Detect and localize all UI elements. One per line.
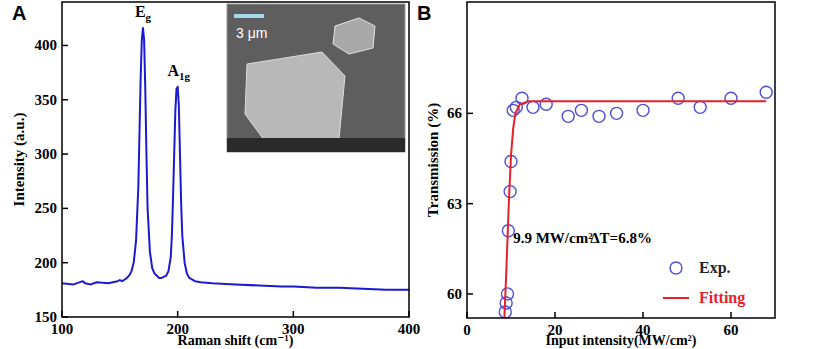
- peak-label-base: A: [168, 62, 180, 79]
- y-tick: [467, 203, 473, 205]
- y-axis-label: Intensity (a.u.): [11, 113, 28, 207]
- data-point: [637, 104, 649, 116]
- peak-label-sub: g: [146, 11, 152, 23]
- y-tick-label: 66: [447, 105, 463, 121]
- inset-image: [227, 4, 405, 152]
- peak-label-sub: 1g: [179, 70, 191, 82]
- y-tick-label: 200: [35, 255, 58, 271]
- data-point: [540, 98, 552, 110]
- peak-label-base: E: [135, 3, 146, 20]
- plot-frame: [62, 2, 409, 317]
- x-axis-label: Input intensity(MW/cm²): [546, 333, 697, 349]
- y-tick-label: 250: [35, 200, 58, 216]
- scale-bar: [234, 14, 264, 18]
- legend-label: Fitting: [699, 289, 745, 307]
- data-point: [611, 107, 623, 119]
- x-tick-label: 60: [724, 322, 739, 338]
- plot-area: [62, 28, 409, 290]
- peak-label: Eg: [135, 3, 152, 23]
- data-point: [501, 288, 513, 300]
- x-tick: [554, 312, 556, 318]
- x-tick-label: 400: [398, 321, 421, 337]
- y-tick-label: 63: [447, 196, 462, 212]
- figure: 3 μm100200300400150200250300350400Raman …: [0, 0, 829, 349]
- annotation: 9.9 MW/cm²: [513, 230, 593, 246]
- data-point: [575, 104, 587, 116]
- fit-line: [504, 101, 766, 318]
- panel-label: A: [12, 2, 26, 24]
- data-point: [694, 101, 706, 113]
- x-tick-label: 0: [463, 322, 471, 338]
- plot-frame: [467, 2, 775, 318]
- annotation: ΔT=6.8%: [590, 230, 652, 246]
- legend-label: Exp.: [699, 259, 731, 277]
- x-tick: [293, 311, 295, 317]
- plot-area: [499, 86, 772, 318]
- x-tick: [642, 312, 644, 318]
- scale-bar-label: 3 μm: [236, 25, 267, 41]
- inset-flake: [245, 52, 345, 144]
- panel-label: B: [417, 2, 431, 24]
- legend-swatch: [670, 262, 682, 274]
- inset-footer: [227, 138, 405, 152]
- y-tick: [62, 208, 68, 210]
- spectrum-line: [62, 28, 409, 290]
- y-tick: [62, 262, 68, 264]
- data-point: [593, 110, 605, 122]
- y-axis-label: Transmission (%): [425, 103, 442, 217]
- y-tick: [62, 99, 68, 101]
- inset: 3 μm: [227, 4, 405, 152]
- y-tick-label: 60: [447, 286, 462, 302]
- data-point: [562, 110, 574, 122]
- peak-label: A1g: [168, 62, 191, 82]
- y-tick: [467, 293, 473, 295]
- inset-flake: [333, 18, 375, 54]
- data-point: [672, 92, 684, 104]
- data-point: [760, 86, 772, 98]
- y-tick-label: 300: [35, 146, 58, 162]
- x-tick: [730, 312, 732, 318]
- y-tick: [467, 113, 473, 115]
- data-point: [725, 92, 737, 104]
- y-tick: [62, 45, 68, 47]
- y-tick-label: 350: [35, 92, 58, 108]
- y-tick: [62, 153, 68, 155]
- data-point: [527, 101, 539, 113]
- x-tick: [177, 311, 179, 317]
- x-axis-label: Raman shift (cm⁻¹): [178, 333, 294, 349]
- y-tick-label: 400: [35, 37, 58, 53]
- legend-swatch: [663, 297, 689, 299]
- y-tick-label: 150: [35, 309, 58, 325]
